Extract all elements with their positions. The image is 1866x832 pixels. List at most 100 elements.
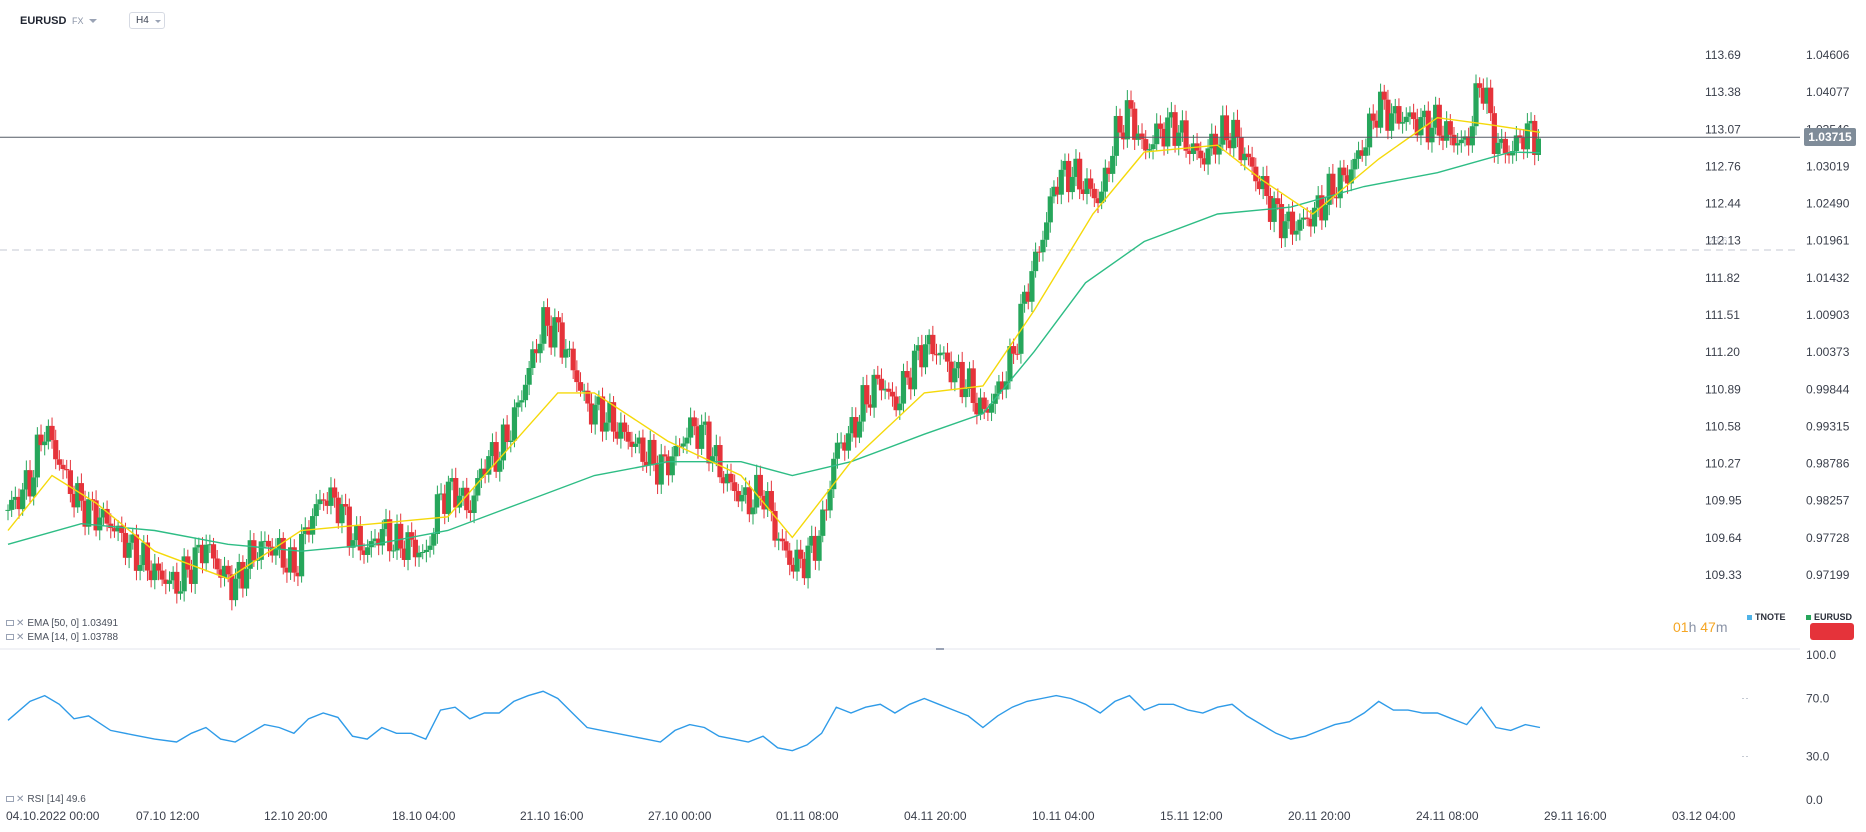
- candle-body: [1062, 160, 1068, 170]
- time-axis-tick: 12.10 20:00: [264, 809, 328, 823]
- market-label[interactable]: FX: [72, 16, 84, 26]
- candle-body: [621, 422, 628, 432]
- eurusd-color-swatch: [1806, 615, 1811, 621]
- sell-price-box[interactable]: [1810, 623, 1854, 640]
- symbol-label[interactable]: EURUSD: [20, 15, 67, 27]
- candle-body: [1058, 169, 1064, 195]
- candle-body: [533, 349, 540, 354]
- time-axis-tick: 15.11 12:00: [1160, 809, 1223, 823]
- candle-body: [493, 442, 499, 472]
- candle-body: [137, 565, 143, 571]
- tag-eurusd[interactable]: EURUSD: [1806, 612, 1852, 622]
- candle-body: [423, 549, 429, 552]
- candle-body: [1355, 150, 1362, 159]
- tag-tnote[interactable]: TNOTE: [1747, 612, 1786, 622]
- candle-body: [721, 477, 727, 484]
- candle-body: [453, 478, 459, 508]
- ema50-legend[interactable]: ✕ EMA [50, 0] 1.03491: [6, 618, 118, 629]
- right-axis-tick: 1.02490: [1806, 197, 1850, 211]
- candle-body: [310, 516, 316, 535]
- time-axis-tick: 01.11 08:00: [776, 809, 839, 823]
- left-axis-tick: 110.89: [1705, 382, 1741, 396]
- candle-body: [614, 431, 620, 439]
- candle-body: [1400, 122, 1406, 124]
- candle-body: [827, 489, 833, 511]
- candle-body: [585, 390, 591, 404]
- candle-body: [251, 540, 257, 561]
- candle-body: [500, 424, 507, 461]
- candle-body: [530, 349, 536, 369]
- rsi-legend[interactable]: ✕ RSI [14] 49.6: [6, 794, 86, 805]
- candle-body: [944, 352, 951, 362]
- candle-body: [31, 477, 37, 497]
- tnote-color-swatch: [1747, 615, 1752, 621]
- candle-body: [915, 345, 921, 351]
- candle-body: [478, 468, 485, 479]
- candle-body: [1220, 115, 1226, 145]
- tag-eurusd-label: EURUSD: [1814, 612, 1853, 622]
- candle-body: [60, 464, 66, 470]
- close-icon[interactable]: ✕: [16, 794, 25, 805]
- candle-body: [988, 403, 995, 413]
- candle-body: [834, 442, 841, 459]
- candle-body: [1187, 150, 1193, 154]
- candle-body: [416, 552, 422, 558]
- candle-body: [203, 544, 209, 564]
- ema14-legend[interactable]: ✕ EMA [14, 0] 1.03788: [6, 632, 118, 643]
- rsi-axis-tick: 0.0: [1806, 793, 1823, 807]
- market-dropdown-icon[interactable]: [89, 19, 97, 23]
- candle-body: [1106, 167, 1112, 174]
- countdown-minutes-unit: m: [1715, 619, 1728, 635]
- candle-body: [218, 569, 224, 578]
- candle-body: [1172, 112, 1178, 146]
- candle-body: [629, 441, 635, 447]
- candle-body: [332, 487, 338, 498]
- candle-body: [1293, 230, 1299, 235]
- candle-body: [1403, 116, 1409, 123]
- candle-body: [754, 474, 760, 508]
- candle-body: [1157, 123, 1163, 129]
- close-icon[interactable]: ✕: [16, 632, 25, 643]
- candle-body: [207, 544, 213, 546]
- candle-body: [570, 348, 576, 371]
- candle-body: [610, 402, 617, 432]
- candle-body: [1245, 153, 1252, 158]
- candle-body: [1209, 133, 1215, 149]
- candle-body: [1150, 144, 1156, 150]
- candle-body: [409, 532, 415, 540]
- candle-body: [276, 537, 283, 549]
- candle-body: [625, 431, 631, 442]
- close-icon[interactable]: ✕: [16, 618, 25, 629]
- candle-body: [732, 482, 738, 492]
- candle-body: [405, 532, 411, 560]
- candle-body: [853, 417, 859, 438]
- visibility-icon[interactable]: [6, 634, 14, 641]
- visibility-icon[interactable]: [6, 796, 14, 803]
- candle-body: [93, 500, 99, 531]
- candle-body: [522, 384, 529, 401]
- candle-body: [746, 487, 752, 515]
- left-axis-tick: 111.20: [1705, 345, 1740, 359]
- timeframe-select[interactable]: H4: [129, 12, 165, 29]
- candle-body: [9, 499, 15, 510]
- candle-body: [552, 317, 558, 348]
- candle-body: [1183, 120, 1189, 151]
- candle-body: [860, 385, 866, 422]
- candle-body: [603, 422, 609, 432]
- candle-body: [1132, 108, 1138, 140]
- candle-body: [295, 572, 301, 577]
- candle-body: [768, 491, 774, 512]
- candle-body: [1036, 251, 1042, 253]
- candle-body: [489, 442, 496, 457]
- time-axis[interactable]: 04.10.2022 00:00 07.10 12:00 12.10 20:00 18…: [6, 809, 1736, 823]
- candle-body: [1025, 291, 1031, 302]
- candle-body: [379, 529, 385, 546]
- candle-body: [163, 579, 169, 584]
- candle-body: [1198, 150, 1204, 159]
- candle-body: [287, 547, 294, 573]
- candle-body: [1440, 135, 1446, 141]
- candle-body: [49, 425, 55, 441]
- countdown-hours: 01: [1673, 619, 1689, 635]
- visibility-icon[interactable]: [6, 620, 14, 627]
